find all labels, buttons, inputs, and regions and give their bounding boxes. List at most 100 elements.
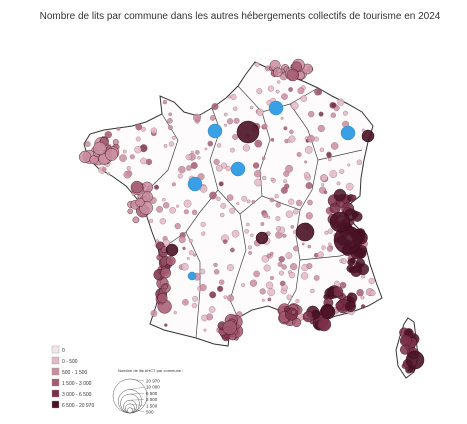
- commune-bubble: [233, 106, 238, 111]
- commune-bubble: [330, 112, 336, 118]
- map-title: Nombre de lits par commune dans les autr…: [40, 11, 441, 22]
- commune-bubble: [132, 216, 140, 224]
- commune-bubble: [123, 170, 132, 179]
- commune-bubble: [276, 226, 281, 231]
- commune-bubble: [112, 139, 119, 146]
- commune-bubble: [224, 112, 228, 117]
- commune-bubble: [305, 146, 313, 154]
- commune-bubble: [246, 199, 251, 204]
- commune-bubble: [255, 231, 269, 245]
- commune-bubble: [190, 150, 194, 154]
- commune-bubble: [201, 231, 206, 236]
- commune-bubble: [213, 262, 218, 267]
- commune-bubble: [213, 158, 220, 165]
- commune-bubble: [289, 129, 294, 135]
- commune-bubble: [356, 288, 364, 297]
- commune-bubble: [333, 188, 347, 202]
- size-legend-circle: [120, 393, 140, 414]
- commune-bubble: [182, 299, 189, 306]
- commune-bubble: [236, 120, 260, 144]
- commune-bubble: [134, 146, 142, 154]
- size-legend-label: 6 500: [146, 391, 158, 396]
- legend-swatch: [51, 389, 60, 398]
- commune-bubble: [167, 125, 173, 131]
- commune-bubble: [270, 276, 274, 280]
- commune-bubble: [259, 288, 266, 295]
- commune-bubble: [190, 162, 198, 169]
- commune-bubble: [326, 289, 334, 297]
- commune-bubble: [215, 164, 223, 172]
- commune-bubble: [278, 270, 284, 276]
- commune-bubble: [284, 306, 290, 312]
- commune-bubble: [302, 311, 315, 323]
- size-legend-leader: [129, 399, 145, 401]
- commune-bubble: [209, 191, 217, 200]
- commune-bubble: [254, 170, 262, 178]
- commune-bubble: [160, 267, 171, 279]
- commune-bubble: [104, 131, 112, 139]
- commune-bubble: [335, 301, 344, 310]
- commune-bubble: [262, 123, 268, 130]
- size-legend-circle: [125, 403, 135, 414]
- commune-bubble: [249, 105, 254, 110]
- commune-bubble: [229, 207, 236, 214]
- commune-bubble: [296, 152, 302, 157]
- commune-bubble: [165, 255, 176, 266]
- commune-bubble: [295, 298, 300, 304]
- highlight-bubble: [268, 100, 284, 116]
- commune-bubble: [222, 320, 237, 335]
- legend-label: 0 - 500: [62, 359, 78, 365]
- commune-bubble: [247, 245, 252, 250]
- commune-bubble: [277, 80, 281, 84]
- commune-bubble: [225, 165, 231, 172]
- commune-bubbles: [78, 58, 425, 374]
- commune-bubble: [317, 317, 332, 332]
- commune-bubble: [347, 163, 351, 167]
- commune-bubble: [163, 144, 168, 148]
- commune-bubble: [129, 154, 135, 160]
- commune-bubble: [226, 194, 234, 201]
- commune-bubble: [347, 258, 355, 266]
- commune-bubble: [171, 135, 176, 140]
- commune-bubble: [360, 295, 365, 300]
- commune-bubble: [168, 141, 175, 147]
- highlight-bubble: [187, 271, 197, 281]
- commune-bubble: [199, 284, 207, 291]
- commune-bubble: [145, 158, 153, 166]
- commune-bubble: [119, 154, 127, 162]
- commune-bubble: [105, 147, 119, 161]
- commune-bubble: [326, 245, 333, 252]
- commune-bubble: [248, 251, 252, 255]
- commune-bubble: [288, 198, 295, 205]
- highlight-bubble: [340, 125, 356, 141]
- commune-bubble: [209, 115, 216, 121]
- commune-bubble: [208, 306, 216, 313]
- highlight-bubble: [187, 176, 203, 192]
- commune-bubble: [192, 295, 198, 302]
- commune-bubble: [269, 197, 275, 203]
- commune-bubble: [300, 272, 309, 280]
- commune-bubble: [267, 297, 272, 302]
- commune-bubble: [285, 210, 293, 218]
- commune-bubble: [261, 298, 265, 302]
- commune-bubble: [267, 215, 271, 219]
- commune-bubble: [326, 152, 332, 158]
- commune-bubble: [323, 190, 328, 194]
- commune-bubble: [262, 175, 267, 181]
- region-border: [317, 149, 363, 161]
- commune-bubble: [286, 68, 299, 82]
- commune-bubble: [288, 135, 296, 143]
- commune-bubble: [227, 95, 231, 99]
- commune-bubble: [106, 172, 111, 176]
- commune-bubble: [135, 197, 145, 207]
- commune-bubble: [275, 89, 280, 94]
- commune-bubble: [185, 154, 192, 161]
- commune-bubble: [252, 162, 260, 169]
- commune-bubble: [241, 195, 248, 202]
- commune-bubble: [130, 180, 144, 194]
- commune-bubble: [329, 102, 336, 109]
- commune-bubble: [295, 222, 315, 242]
- commune-bubble: [324, 230, 329, 235]
- commune-bubble: [171, 182, 176, 187]
- commune-bubble: [200, 221, 206, 228]
